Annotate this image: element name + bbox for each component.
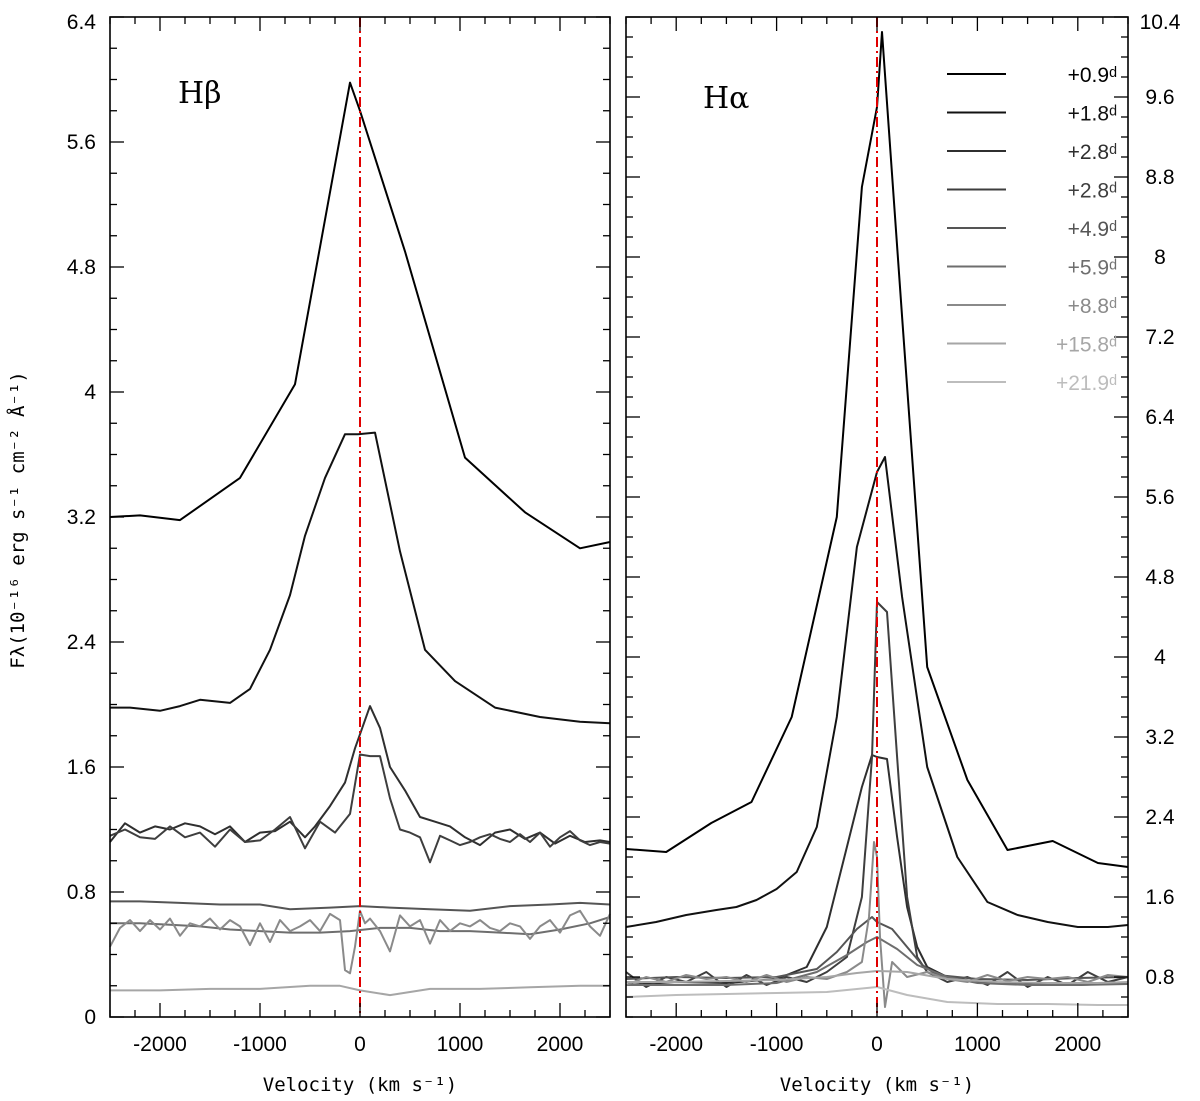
left-y-tick-label: 0 bbox=[84, 1006, 96, 1029]
left-x-tick-label: -1000 bbox=[233, 1033, 287, 1056]
left-y-tick-label: 1.6 bbox=[67, 756, 96, 779]
legend-label: +4.9ᵈ bbox=[1068, 218, 1117, 241]
left-x-tick-label: 0 bbox=[354, 1033, 366, 1056]
right-panel: -2000 -1000 0 1000 2000 0.8 1.6 2.4 3.2 4 4.8 5.6 6.… bbox=[625, 11, 1181, 1096]
right-x-tick-label: 0 bbox=[871, 1033, 883, 1056]
right-y-tick-label: 5.6 bbox=[1145, 486, 1174, 509]
right-y-tick-label: 4 bbox=[1154, 646, 1166, 669]
left-x-axis-title: Velocity (km s⁻¹) bbox=[263, 1074, 457, 1096]
right-x-tick-label: 1000 bbox=[954, 1033, 1001, 1056]
right-y-tick-label: 1.6 bbox=[1145, 886, 1174, 909]
left-y-tick-label: 0.8 bbox=[67, 881, 96, 904]
right-ticks: -2000 -1000 0 1000 2000 0.8 1.6 2.4 3.2 4 4.8 5.6 6.… bbox=[625, 11, 1181, 1056]
halpha-series-line-2 bbox=[625, 456, 1129, 928]
hbeta-series-line-7 bbox=[109, 909, 611, 975]
left-y-tick-label: 4.8 bbox=[67, 256, 96, 279]
legend-label: +2.8ᵈ bbox=[1068, 141, 1117, 164]
left-x-tick-label: -2000 bbox=[133, 1033, 187, 1056]
right-y-tick-label: 6.4 bbox=[1145, 406, 1175, 429]
right-y-tick-label: 10.4 bbox=[1140, 11, 1181, 34]
y-axis-title: Fλ(10⁻¹⁶ erg s⁻¹ cm⁻² Å⁻¹) bbox=[6, 371, 29, 668]
halpha-series-line-1 bbox=[625, 31, 1129, 868]
right-x-tick-label: 2000 bbox=[1054, 1033, 1101, 1056]
right-x-axis-title: Velocity (km s⁻¹) bbox=[780, 1074, 974, 1096]
right-panel-label: Hα bbox=[703, 81, 749, 116]
legend-label: +15.8ᵈ bbox=[1056, 334, 1117, 357]
left-y-tick-label: 3.2 bbox=[67, 506, 96, 529]
left-x-tick-label: 1000 bbox=[437, 1033, 484, 1056]
legend-label: +1.8ᵈ bbox=[1068, 103, 1117, 126]
right-y-tick-label: 3.2 bbox=[1145, 726, 1174, 749]
legend-label: +0.9ᵈ bbox=[1068, 64, 1117, 87]
left-y-tick-label: 4 bbox=[84, 381, 96, 404]
right-x-tick-label: -1000 bbox=[750, 1033, 804, 1056]
left-ticks: -2000 -1000 0 1000 2000 0 0.8 1.6 2.4 3.2 4 4.8 5.6 6… bbox=[67, 11, 611, 1056]
right-y-tick-label: 8.8 bbox=[1145, 166, 1174, 189]
left-y-tick-label: 2.4 bbox=[67, 631, 97, 654]
legend-label: +8.8ᵈ bbox=[1068, 295, 1117, 318]
right-y-tick-label: 4.8 bbox=[1145, 566, 1174, 589]
legend-label: +5.9ᵈ bbox=[1068, 257, 1117, 280]
left-y-tick-label: 6.4 bbox=[67, 11, 97, 34]
right-x-tick-label: -2000 bbox=[649, 1033, 703, 1056]
legend-label: +21.9ᵈ bbox=[1056, 372, 1117, 395]
left-frame bbox=[109, 16, 611, 1018]
left-panel: -2000 -1000 0 1000 2000 0 0.8 1.6 2.4 3.2 4 4.8 5.6 6… bbox=[67, 11, 611, 1096]
hbeta-series-line-2 bbox=[110, 431, 611, 725]
right-y-tick-label: 0.8 bbox=[1145, 966, 1174, 989]
left-y-tick-label: 5.6 bbox=[67, 131, 96, 154]
hbeta-series-line-3 bbox=[109, 705, 611, 847]
hbeta-series-line-1 bbox=[109, 81, 611, 550]
right-y-tick-label: 2.4 bbox=[1145, 806, 1175, 829]
right-y-tick-label: 8 bbox=[1154, 246, 1166, 269]
hbeta-series-line-4 bbox=[109, 753, 611, 864]
left-panel-label: Hβ bbox=[178, 76, 222, 111]
hbeta-series-line-8 bbox=[110, 984, 610, 997]
legend: +0.9ᵈ +1.8ᵈ +2.8ᵈ +2.8ᵈ +4.9ᵈ +5.9ᵈ +8.8ᵈ +15.8… bbox=[947, 64, 1117, 395]
right-y-tick-label: 7.2 bbox=[1145, 326, 1174, 349]
legend-label: +2.8ᵈ bbox=[1068, 180, 1117, 203]
right-frame bbox=[625, 16, 1129, 1018]
right-y-tick-label: 9.6 bbox=[1145, 86, 1174, 109]
left-x-tick-label: 2000 bbox=[537, 1033, 584, 1056]
